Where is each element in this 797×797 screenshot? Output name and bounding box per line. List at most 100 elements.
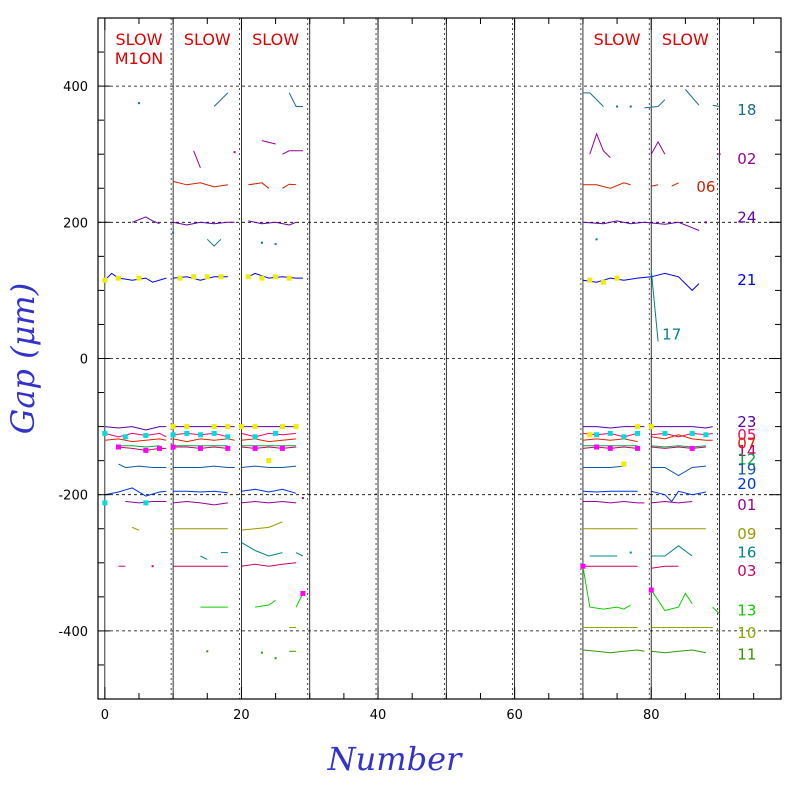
x-axis-title: Number (327, 740, 463, 778)
data-marker (286, 275, 292, 281)
data-marker (259, 275, 265, 281)
series-label-20: 20 (737, 475, 756, 493)
data-marker (170, 444, 176, 450)
y-axis-title: Gap (μm) (4, 283, 42, 434)
series-line-05 (104, 432, 167, 438)
series-line-13 (650, 589, 693, 612)
series-line-20 (173, 490, 228, 494)
series-line-18 (582, 92, 604, 107)
data-marker (177, 275, 183, 281)
series-line-18 (213, 92, 229, 107)
y-tick-label: 400 (63, 80, 88, 95)
data-marker (273, 274, 279, 280)
series-line-24 (173, 221, 235, 226)
x-tick-label: 40 (370, 708, 387, 723)
data-marker (170, 424, 176, 430)
series-line-06 (582, 182, 631, 189)
series-label-11: 11 (737, 646, 756, 664)
run-boundaries (104, 18, 720, 699)
series-label-03: 03 (737, 562, 756, 580)
series-point-11 (206, 650, 209, 653)
series-line-19 (651, 465, 706, 477)
series-label-19: 19 (737, 461, 756, 479)
series-line-07 (651, 434, 713, 441)
series-point-11 (274, 657, 277, 660)
series-line-23 (651, 426, 713, 429)
series-markers (102, 274, 709, 596)
data-marker (252, 424, 258, 430)
data-marker (156, 445, 162, 451)
data-marker (607, 430, 613, 436)
series-line-20 (241, 488, 297, 494)
series-line-19 (118, 463, 167, 469)
data-marker (614, 275, 620, 281)
series-line-02 (650, 140, 666, 155)
run-label: SLOW (116, 30, 163, 49)
data-marker (689, 430, 695, 436)
series-line-16 (651, 545, 693, 557)
series-line-11 (651, 649, 706, 654)
series-point-18 (616, 105, 619, 108)
series-line-19 (241, 465, 297, 468)
series-label-16: 16 (737, 544, 756, 562)
data-marker (621, 434, 627, 440)
y-tick-label: 200 (63, 216, 88, 231)
data-marker (184, 424, 190, 430)
series-point-17 (274, 243, 277, 246)
data-marker (279, 445, 285, 451)
series-line-01 (651, 500, 693, 504)
series-line-12 (651, 445, 706, 448)
series-line-21 (104, 272, 167, 283)
data-marker (136, 275, 142, 281)
data-marker (648, 587, 654, 593)
series-label-02: 02 (737, 150, 756, 168)
data-marker (115, 275, 121, 281)
series-line-09 (241, 521, 283, 531)
series-line-14 (241, 446, 297, 449)
series-label-24: 24 (737, 209, 756, 227)
data-marker (115, 444, 121, 450)
series-line-02 (282, 150, 303, 155)
series-line-13 (255, 599, 276, 608)
series-label-12: 12 (737, 450, 756, 468)
data-marker (594, 432, 600, 438)
series-line-18 (685, 89, 700, 106)
data-marker (225, 445, 231, 451)
series-line-01 (241, 500, 297, 504)
series-point-18 (137, 102, 140, 105)
y-tick-label: -400 (58, 625, 88, 640)
series-line-20 (104, 487, 167, 497)
series-line-06 (172, 180, 228, 188)
data-marker (621, 461, 627, 467)
data-marker (143, 500, 149, 506)
series-point-02 (233, 151, 236, 154)
data-marker (635, 445, 641, 451)
data-marker (635, 424, 641, 430)
data-marker (648, 424, 654, 430)
data-marker (703, 432, 709, 438)
data-marker (252, 434, 258, 440)
y-tick-label: 0 (80, 353, 88, 368)
series-label-23: 23 (737, 413, 756, 431)
data-marker (662, 430, 668, 436)
series-line-20 (582, 490, 638, 493)
x-tick-label: 80 (643, 708, 660, 723)
data-marker (600, 279, 606, 285)
run-label: SLOW (252, 30, 299, 49)
series-line-06 (282, 183, 297, 189)
series-line-13 (582, 566, 631, 610)
series-line-17 (650, 269, 659, 342)
series-line-21 (582, 272, 700, 292)
series-point-02 (718, 153, 721, 156)
series-line-03 (241, 562, 297, 567)
series-line-16 (295, 552, 304, 557)
series-line-16 (200, 555, 208, 560)
data-marker (607, 445, 613, 451)
series-line-07 (582, 438, 638, 443)
series-line-02 (193, 150, 201, 168)
series-point-16 (629, 551, 632, 554)
